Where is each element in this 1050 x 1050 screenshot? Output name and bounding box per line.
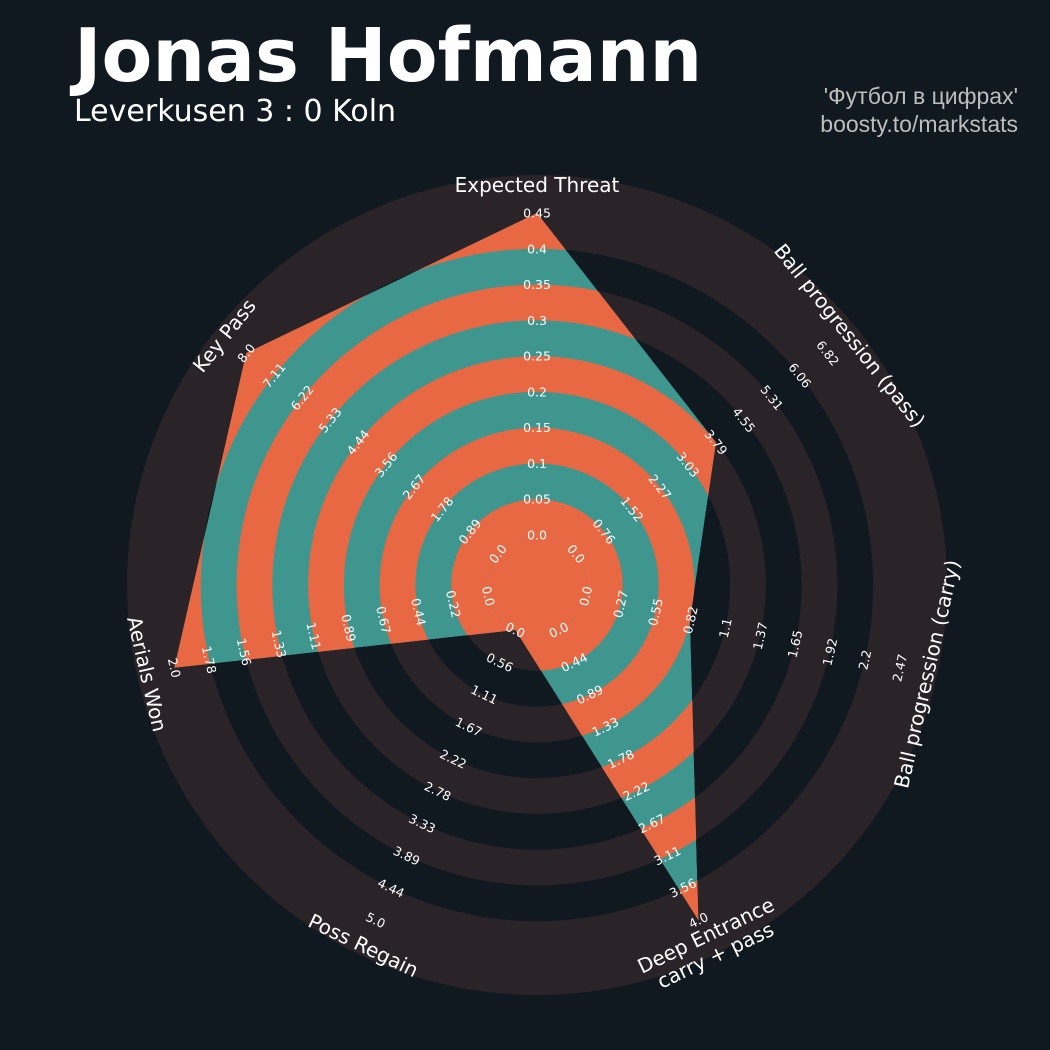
- radar-alt-ring: [451, 499, 623, 671]
- tick-label: 0.2: [527, 384, 547, 399]
- tick-label: 0.0: [576, 585, 595, 608]
- tick-label: 1.65: [785, 629, 806, 659]
- tick-label: 1.1: [716, 617, 735, 640]
- tick-label: 0.82: [680, 605, 701, 635]
- tick-label: 0.05: [523, 492, 551, 507]
- radar-area: [174, 213, 717, 921]
- tick-label: 0.45: [523, 206, 551, 221]
- tick-label: 2.2: [855, 648, 874, 671]
- tick-label: 0.35: [523, 277, 551, 292]
- player-name: Jonas Hofmann: [74, 13, 703, 99]
- tick-label: 0.1: [527, 456, 547, 471]
- credit-line-1: 'Футбол в цифрах': [823, 83, 1018, 109]
- tick-label: 0.4: [527, 241, 547, 256]
- tick-label: 0.89: [338, 613, 359, 644]
- tick-label: 0.0: [479, 585, 498, 608]
- tick-label: 0.25: [523, 349, 551, 364]
- tick-label: 0.44: [408, 597, 429, 628]
- tick-label: 2.47: [889, 653, 910, 683]
- tick-label: 1.92: [819, 637, 840, 667]
- tick-label: 1.37: [750, 621, 771, 651]
- tick-label: 1.56: [234, 637, 255, 668]
- tick-label: 0.22: [443, 589, 464, 619]
- tick-label: 0.0: [527, 528, 547, 543]
- tick-label: 2.0: [165, 656, 184, 679]
- match-result: Leverkusen 3 : 0 Koln: [74, 94, 397, 129]
- param-label: Expected Threat: [455, 173, 620, 197]
- tick-label: 0.55: [645, 597, 666, 627]
- tick-label: 0.3: [527, 313, 547, 328]
- tick-label: 1.11: [303, 621, 324, 651]
- tick-label: 1.33: [269, 629, 290, 659]
- credit-line-2: boosty.to/markstats: [820, 111, 1018, 137]
- tick-label: 0.67: [373, 605, 394, 635]
- radar-center: [487, 535, 587, 635]
- tick-label: 0.27: [610, 589, 631, 619]
- tick-label: 1.78: [199, 645, 220, 676]
- tick-label: 0.15: [523, 420, 551, 435]
